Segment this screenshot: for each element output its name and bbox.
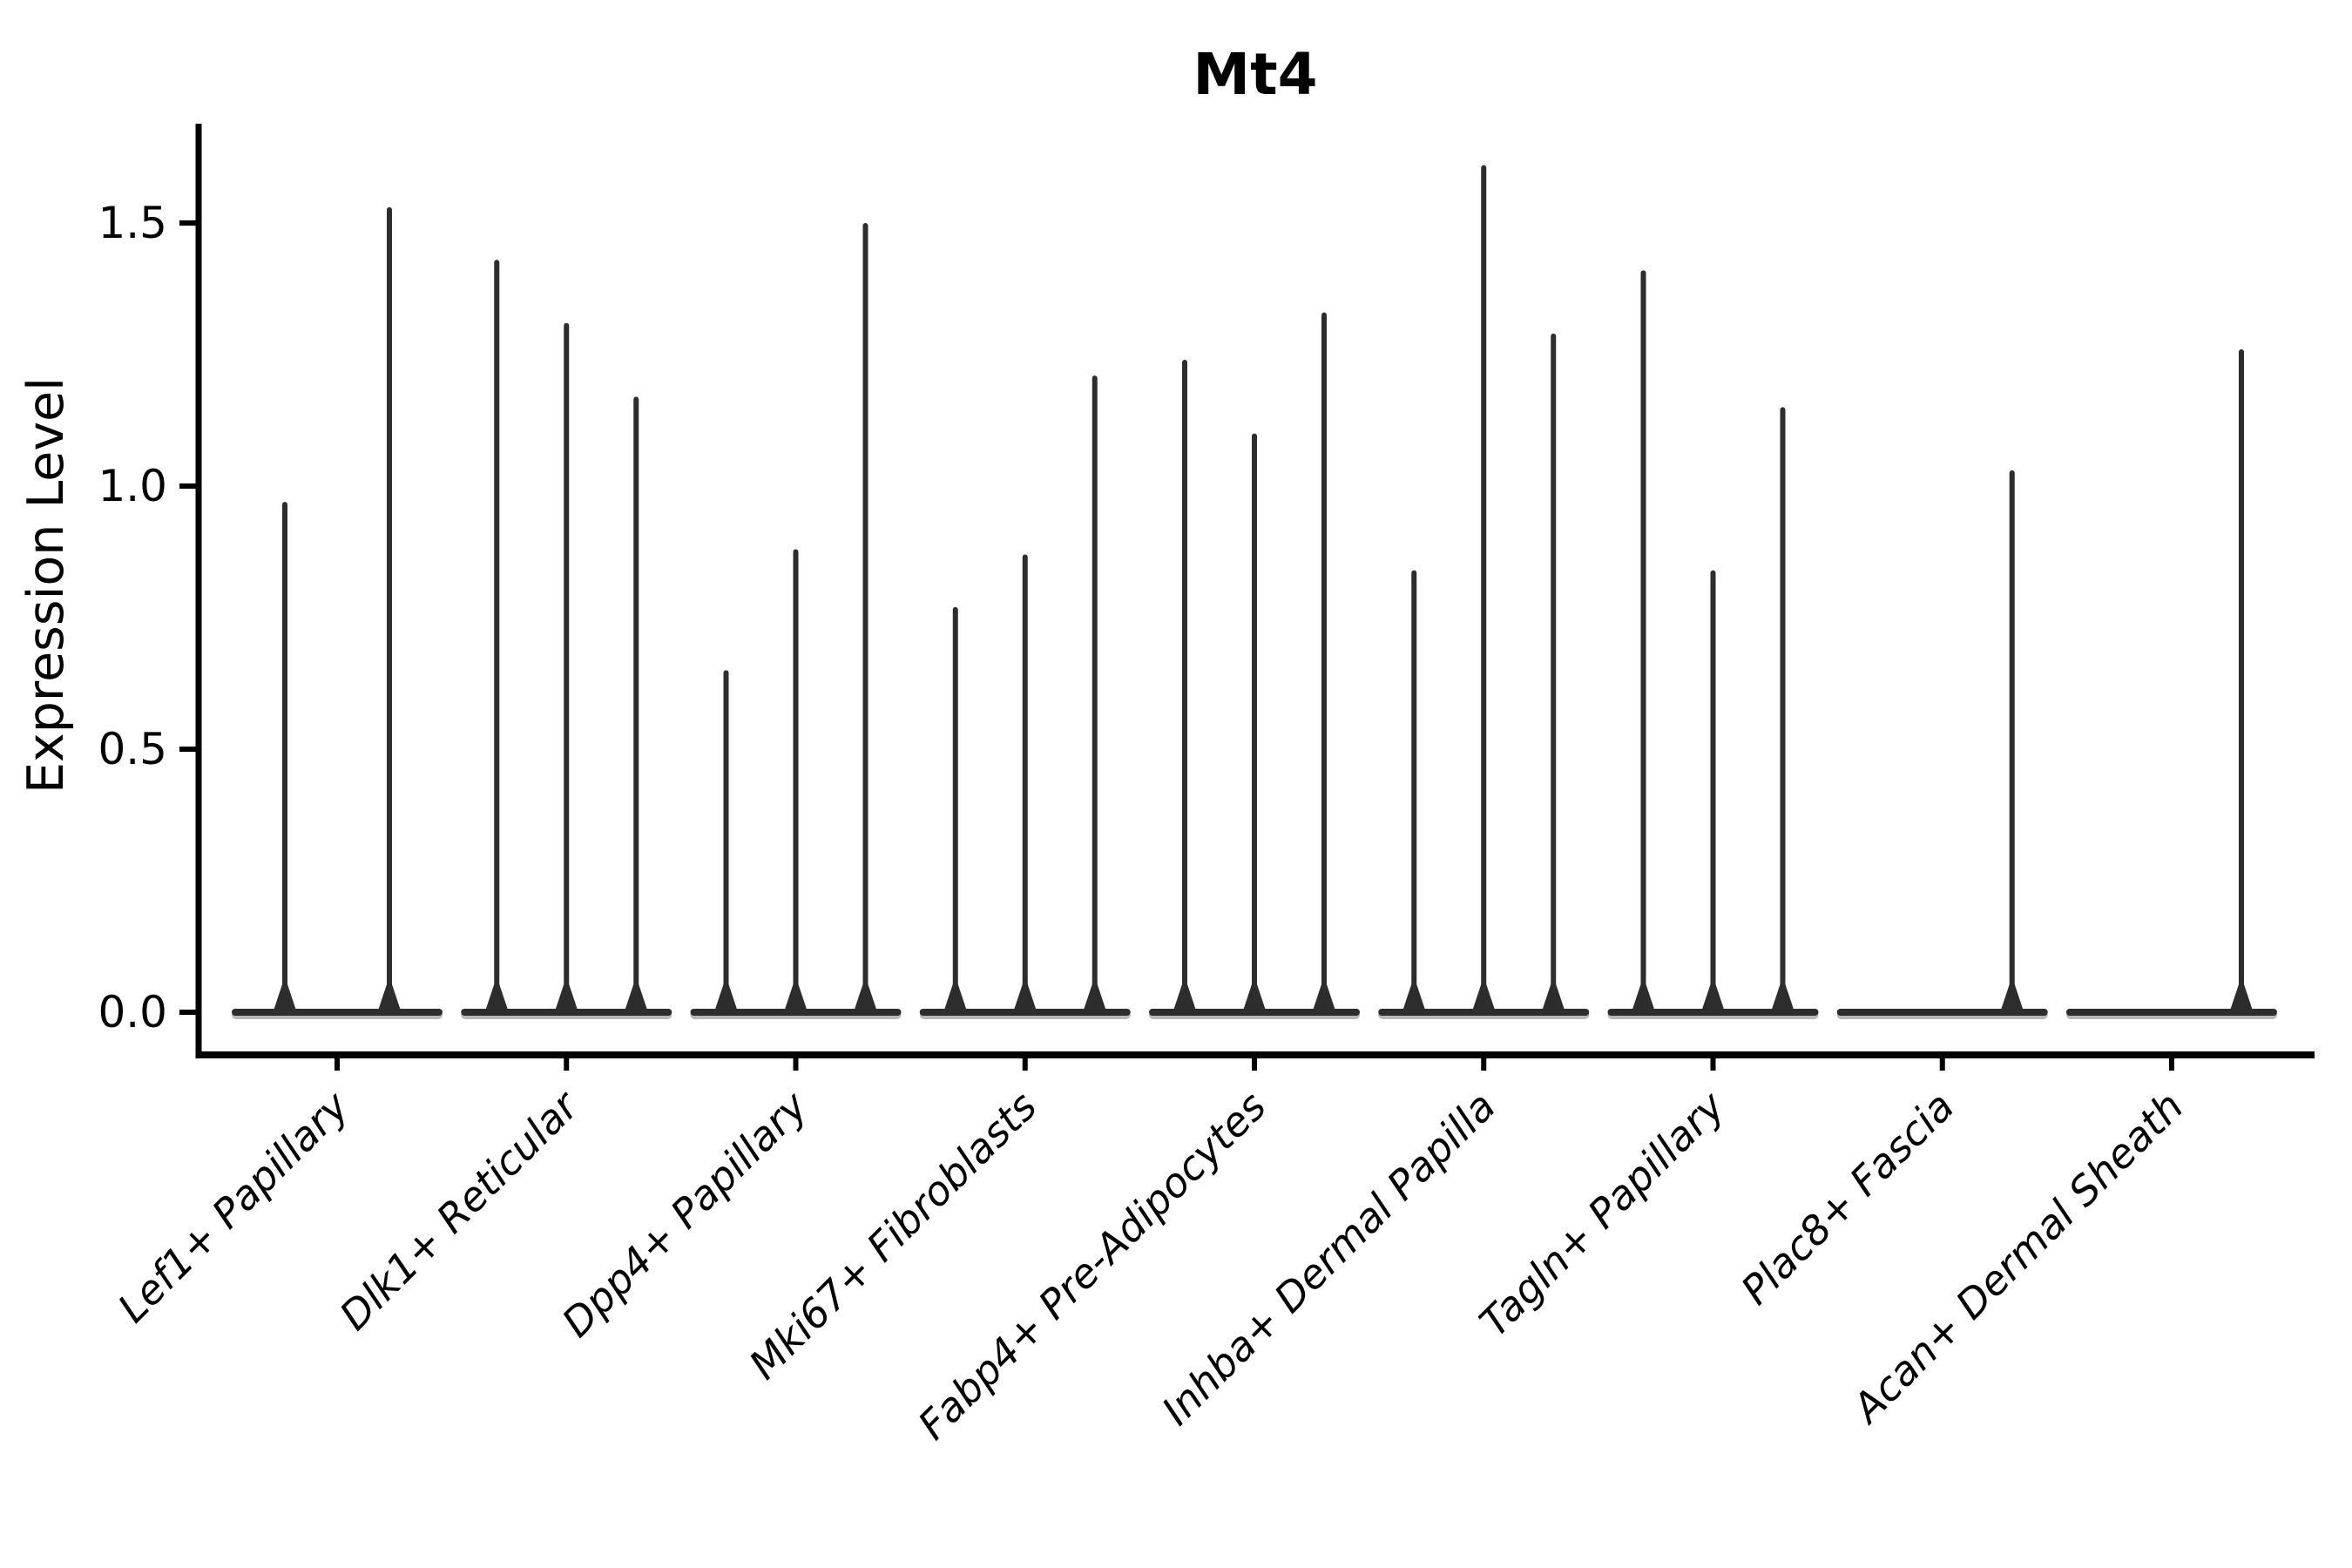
violin-baseline [1836,1009,2048,1016]
y-axis-tick-label: 1.5 [98,198,167,248]
chart-title: Mt4 [1193,41,1317,108]
violin-baseline [232,1009,443,1016]
x-axis-tick-label: Dlk1+ Reticular [330,1080,589,1339]
x-axis-tick [2169,1058,2174,1071]
x-axis-tick [1939,1058,1945,1071]
x-axis-tick [1252,1058,1257,1071]
x-axis-tick-label: Lef1+ Papillary [109,1082,358,1331]
x-axis-tick [564,1058,570,1071]
y-axis-tick [179,1010,197,1015]
x-axis-tick-label: Dpp4+ Papillary [553,1082,817,1346]
y-axis-tick-label: 0.0 [98,987,167,1037]
y-axis-tick [179,483,197,489]
y-axis-label: Expression Level [17,377,75,794]
x-axis-spine [195,1051,2315,1058]
x-axis-tick [1481,1058,1487,1071]
x-axis-tick [1022,1058,1028,1071]
y-axis-tick-label: 1.0 [98,461,167,511]
x-axis-tick [335,1058,340,1071]
y-axis-tick-label: 0.5 [98,724,167,774]
x-axis-tick-label: Plac8+ Fascia [1732,1083,1963,1314]
y-axis-tick [179,747,197,752]
x-axis-tick [793,1058,799,1071]
x-axis-tick [1710,1058,1716,1071]
y-axis-tick [179,220,197,226]
violin-baseline [2066,1009,2277,1016]
x-axis-tick-label: Tagln+ Papillary [1470,1082,1734,1346]
y-axis-spine [195,124,202,1058]
